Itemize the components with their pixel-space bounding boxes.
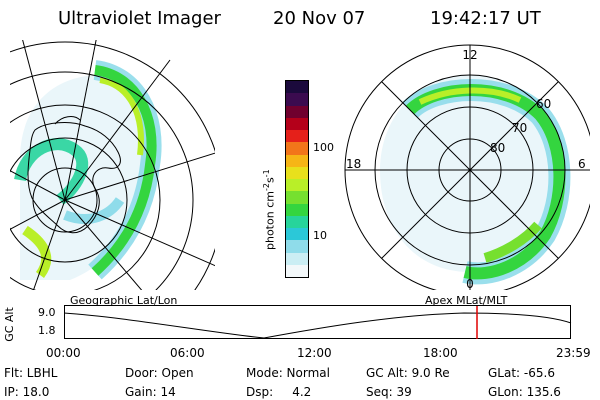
colorbar-swatch <box>286 81 308 94</box>
orbit-timeline <box>64 305 572 339</box>
magnetic-polar-image: 12 18 6 0 60 70 80 <box>344 44 590 290</box>
colorbar-swatch <box>286 154 308 167</box>
timeline-xtick-1: 06:00 <box>170 346 205 360</box>
lat-circle-3 <box>10 104 161 290</box>
polar-mlt-lines <box>345 45 590 290</box>
app-title: Ultraviolet Imager <box>58 8 221 29</box>
emission-lower-patch <box>22 225 52 278</box>
polar-emission-background <box>380 75 562 272</box>
lat-circle-4 <box>10 71 194 290</box>
colorbar-swatch <box>286 93 308 106</box>
lat-circle-1 <box>32 167 98 233</box>
time-label: 19:42:17 UT <box>430 8 541 29</box>
title-bar: Ultraviolet Imager 20 Nov 07 19:42:17 UT <box>0 0 600 40</box>
colorbar-swatch <box>286 203 308 216</box>
filter-value: Flt: LBHL <box>4 366 58 380</box>
lat-label-60: 60 <box>536 97 551 111</box>
lat-circle-5 <box>10 41 215 290</box>
colorbar-swatch <box>286 179 308 192</box>
coastline-detail <box>54 116 81 125</box>
geographic-caption: Geographic Lat/Lon <box>70 294 178 307</box>
mlt-label-12: 12 <box>462 48 477 62</box>
colorbar-swatch <box>286 166 308 179</box>
lat-label-70: 70 <box>512 121 527 135</box>
mode-value: Mode: Normal <box>246 366 330 380</box>
gc-alt-curve <box>64 312 572 339</box>
colorbar-swatch <box>286 130 308 143</box>
emission-cap-patch <box>63 196 125 224</box>
ip-value: IP: 18.0 <box>4 385 50 399</box>
timeline-ytick-bottom: 1.8 <box>38 324 56 337</box>
geographic-image <box>10 40 215 290</box>
colorbar-unit-label: photon cm-2s-1 <box>262 169 277 250</box>
seq-value: Seq: 39 <box>366 385 412 399</box>
colorbar-swatch <box>286 191 308 204</box>
gc-alt-value: GC Alt: 9.0 Re <box>366 366 450 380</box>
lat-label-80: 80 <box>490 141 505 155</box>
apex-caption: Apex MLat/MLT <box>425 294 508 307</box>
timeline-xtick-3: 18:00 <box>423 346 458 360</box>
colorbar-swatch <box>286 142 308 155</box>
timeline-xtick-2: 12:00 <box>297 346 332 360</box>
dsp-value: Dsp: 4.2 <box>246 385 312 399</box>
timeline-ylabel: GC Alt <box>2 307 16 342</box>
mlt-label-0: 0 <box>466 277 474 290</box>
timeline-xtick-4: 23:59 <box>556 346 591 360</box>
colorbar-swatch <box>286 240 308 253</box>
colorbar-swatch <box>286 252 308 265</box>
colorbar-tick-100: 100 <box>313 141 334 154</box>
door-value: Door: Open <box>125 366 194 380</box>
glat-value: GLat: -65.6 <box>488 366 555 380</box>
date-label: 20 Nov 07 <box>273 8 366 29</box>
colorbar-swatch <box>286 105 308 118</box>
lat-circle-2 <box>10 137 128 263</box>
emission-oval-core <box>91 65 157 276</box>
mlt-label-18: 18 <box>346 157 361 171</box>
mlt-label-6: 6 <box>578 157 586 171</box>
timeline-ytick-top: 9.0 <box>38 306 56 319</box>
gain-value: Gain: 14 <box>125 385 176 399</box>
colorbar-swatch <box>286 215 308 228</box>
colorbar-swatch <box>286 228 308 241</box>
timeline-frame <box>64 305 571 339</box>
meridians <box>10 40 215 290</box>
antarctica-coastline <box>27 122 121 234</box>
colorbar-swatch <box>286 264 308 277</box>
polar-oval-dawn <box>483 221 542 263</box>
glon-value: GLon: 135.6 <box>488 385 561 399</box>
timeline-xtick-0: 00:00 <box>46 346 81 360</box>
colorbar <box>285 80 309 278</box>
colorbar-swatch <box>286 117 308 130</box>
colorbar-tick-10: 10 <box>313 229 327 242</box>
